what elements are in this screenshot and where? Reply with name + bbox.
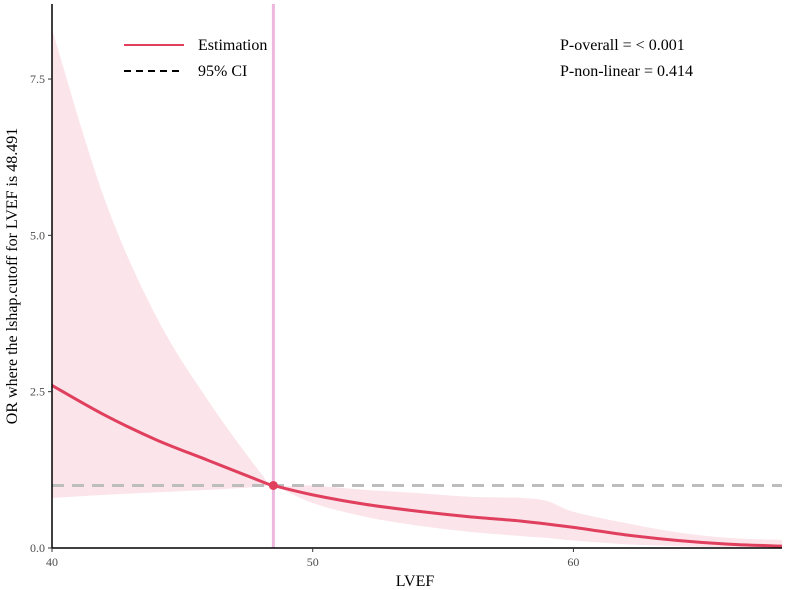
y-tick-label: 5.0 bbox=[30, 228, 45, 242]
y-tick-label: 0.0 bbox=[30, 541, 45, 555]
y-tick-label: 2.5 bbox=[30, 385, 45, 399]
ci-band bbox=[52, 29, 782, 548]
x-tick-label: 40 bbox=[46, 555, 58, 569]
x-axis-title: LVEF bbox=[396, 573, 435, 590]
estimation-line bbox=[51, 384, 783, 548]
p-nonlinear-annotation: P-non-linear = 0.414 bbox=[560, 63, 693, 80]
x-tick-label: 50 bbox=[307, 555, 319, 569]
cutoff-point bbox=[268, 480, 278, 490]
legend-ci-label: 95% CI bbox=[198, 63, 247, 80]
x-tick-label: 60 bbox=[567, 555, 579, 569]
legend: Estimation 95% CI bbox=[124, 37, 267, 80]
plot-area bbox=[51, 4, 783, 548]
y-axis-title: OR where the lshap.cutoff for LVEF is 48… bbox=[4, 128, 21, 424]
p-overall-annotation: P-overall = < 0.001 bbox=[560, 37, 685, 54]
axes: 0.0 2.5 5.0 7.5 40 50 60 bbox=[30, 4, 782, 569]
legend-estimation-label: Estimation bbox=[198, 37, 267, 54]
annotations: P-overall = < 0.001 P-non-linear = 0.414 bbox=[560, 37, 693, 80]
y-tick-label: 7.5 bbox=[30, 72, 45, 86]
